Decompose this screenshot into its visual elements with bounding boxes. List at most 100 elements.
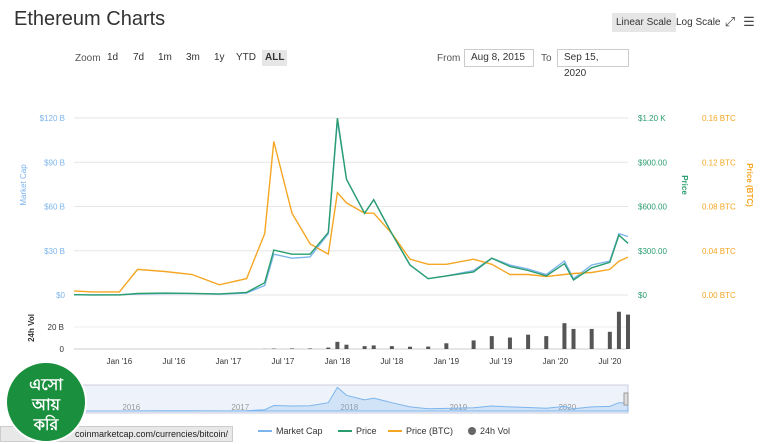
axis-tick-label: $600.00 [638,203,667,212]
price-line [73,117,629,296]
zoom-ytd-button[interactable]: YTD [236,52,256,63]
price-btc-axis-ticks: 0.00 BTC 0.04 BTC 0.08 BTC 0.12 BTC 0.16 BTC [702,114,736,300]
to-date-input[interactable]: Sep 15, 2020 [557,49,629,79]
legend-price-btc[interactable]: Price (BTC) [388,426,453,436]
axis-tick-label: $0 [638,291,647,300]
legend-volume-label: 24h Vol [480,426,511,436]
volume-bar [471,340,476,349]
axis-tick-label: 0.16 BTC [702,114,736,123]
x-tick-label: Jul '17 [271,357,294,366]
x-tick-label: Jan '20 [543,357,569,366]
from-date-input[interactable]: Aug 8, 2015 [464,49,534,67]
volume-bar [389,346,394,349]
volume-bar [616,311,621,349]
volume-bar [571,328,576,349]
zoom-label: Zoom [75,53,101,64]
zoom-7d-button[interactable]: 7d [133,52,145,63]
volume-bar [344,344,349,349]
axis-tick-label: 0.04 BTC [702,247,736,256]
volume-bar [489,336,494,349]
legend-volume[interactable]: 24h Vol [468,426,510,436]
fullscreen-icon[interactable]: ⤢ [724,14,736,29]
axis-tick-label: $900.00 [638,158,667,167]
navigator-handle[interactable] [623,392,629,406]
hamburger-menu-icon[interactable]: ☰ [743,14,755,29]
axis-tick-label: 0.12 BTC [702,158,736,167]
to-label: To [541,53,552,64]
x-tick-label: Jul '16 [162,357,185,366]
x-tick-label: Jan '17 [216,357,242,366]
volume-bar [626,314,630,349]
legend-price-label: Price [356,426,377,436]
svg-text:এসো: এসো [29,375,64,394]
volume-bar [589,328,594,349]
legend-price[interactable]: Price [338,426,377,436]
volume-bar [289,348,294,349]
volume-bar [607,331,612,349]
axis-tick-label: $120 B [40,114,65,123]
volume-bar [562,323,567,349]
axis-tick-label: $90 B [44,158,65,167]
x-tick-label: Jul '20 [598,357,621,366]
x-tick-label: Jul '18 [380,357,403,366]
market-cap-swatch [258,430,272,432]
legend-price-btc-label: Price (BTC) [406,426,453,436]
grid-lines [74,117,628,350]
volume-bar [444,343,449,349]
axis-tick-label: $60 B [44,203,65,212]
market-cap-line [73,120,629,296]
volume-bar [408,346,413,349]
x-tick-label: Jul '19 [489,357,512,366]
volume-axis-label: 24h Vol [27,314,36,342]
watermark-logo: এসো আয় করি [5,361,87,443]
axis-tick-label: 0.00 BTC [702,291,736,300]
volume-dot [468,427,476,435]
navigator[interactable]: 20162017201820192020 [73,384,629,414]
volume-bar [544,336,549,349]
market-cap-axis-label: Market Cap [19,164,28,206]
series-lines [73,117,629,296]
volume-axis-ticks: 0 20 B [48,323,65,354]
volume-bar [326,347,331,349]
navigator-year-label: 2019 [449,403,467,412]
volume-bar [526,334,531,349]
linear-scale-button[interactable]: Linear Scale [612,13,676,32]
volume-bars [262,311,630,349]
log-scale-button[interactable]: Log Scale [676,17,721,28]
legend-market-cap[interactable]: Market Cap [258,426,323,436]
navigator-year-label: 2017 [231,403,249,412]
axis-tick-label: 20 B [48,323,64,332]
price-axis-ticks: $0 $300.00 $600.00 $900.00 $1.20 K [638,114,667,300]
volume-bar [507,337,512,349]
axis-tick-label: $300.00 [638,247,667,256]
axis-tick-label: $0 [56,291,65,300]
axis-tick-label: $1.20 K [638,114,666,123]
navigator-year-label: 2016 [122,403,140,412]
axis-tick-label: 0.08 BTC [702,203,736,212]
volume-bar [371,345,376,349]
legend-market-cap-label: Market Cap [276,426,323,436]
zoom-1m-button[interactable]: 1m [158,52,172,63]
market-cap-axis-ticks: $0 $30 B $60 B $90 B $120 B [40,114,66,300]
svg-text:করি: করি [33,414,60,434]
price-btc-axis-label: Price (BTC) [745,163,754,207]
volume-bar [308,348,313,349]
x-tick-label: Jan '16 [107,357,133,366]
navigator-year-label: 2018 [340,403,358,412]
price-axis-label: Price [680,175,689,195]
axis-tick-label: 0 [60,345,65,354]
svg-text:আয়: আয় [31,395,61,414]
price-swatch [338,430,352,432]
zoom-1y-button[interactable]: 1y [214,52,225,63]
volume-bar [335,341,340,349]
volume-bar [426,346,431,349]
price-btc-line [73,141,629,293]
page-title: Ethereum Charts [14,8,166,30]
zoom-1d-button[interactable]: 1d [107,52,119,63]
x-tick-label: Jan '19 [434,357,460,366]
zoom-3m-button[interactable]: 3m [186,52,200,63]
price-btc-swatch [388,430,402,432]
zoom-all-button[interactable]: ALL [262,50,288,66]
from-label: From [437,53,461,64]
